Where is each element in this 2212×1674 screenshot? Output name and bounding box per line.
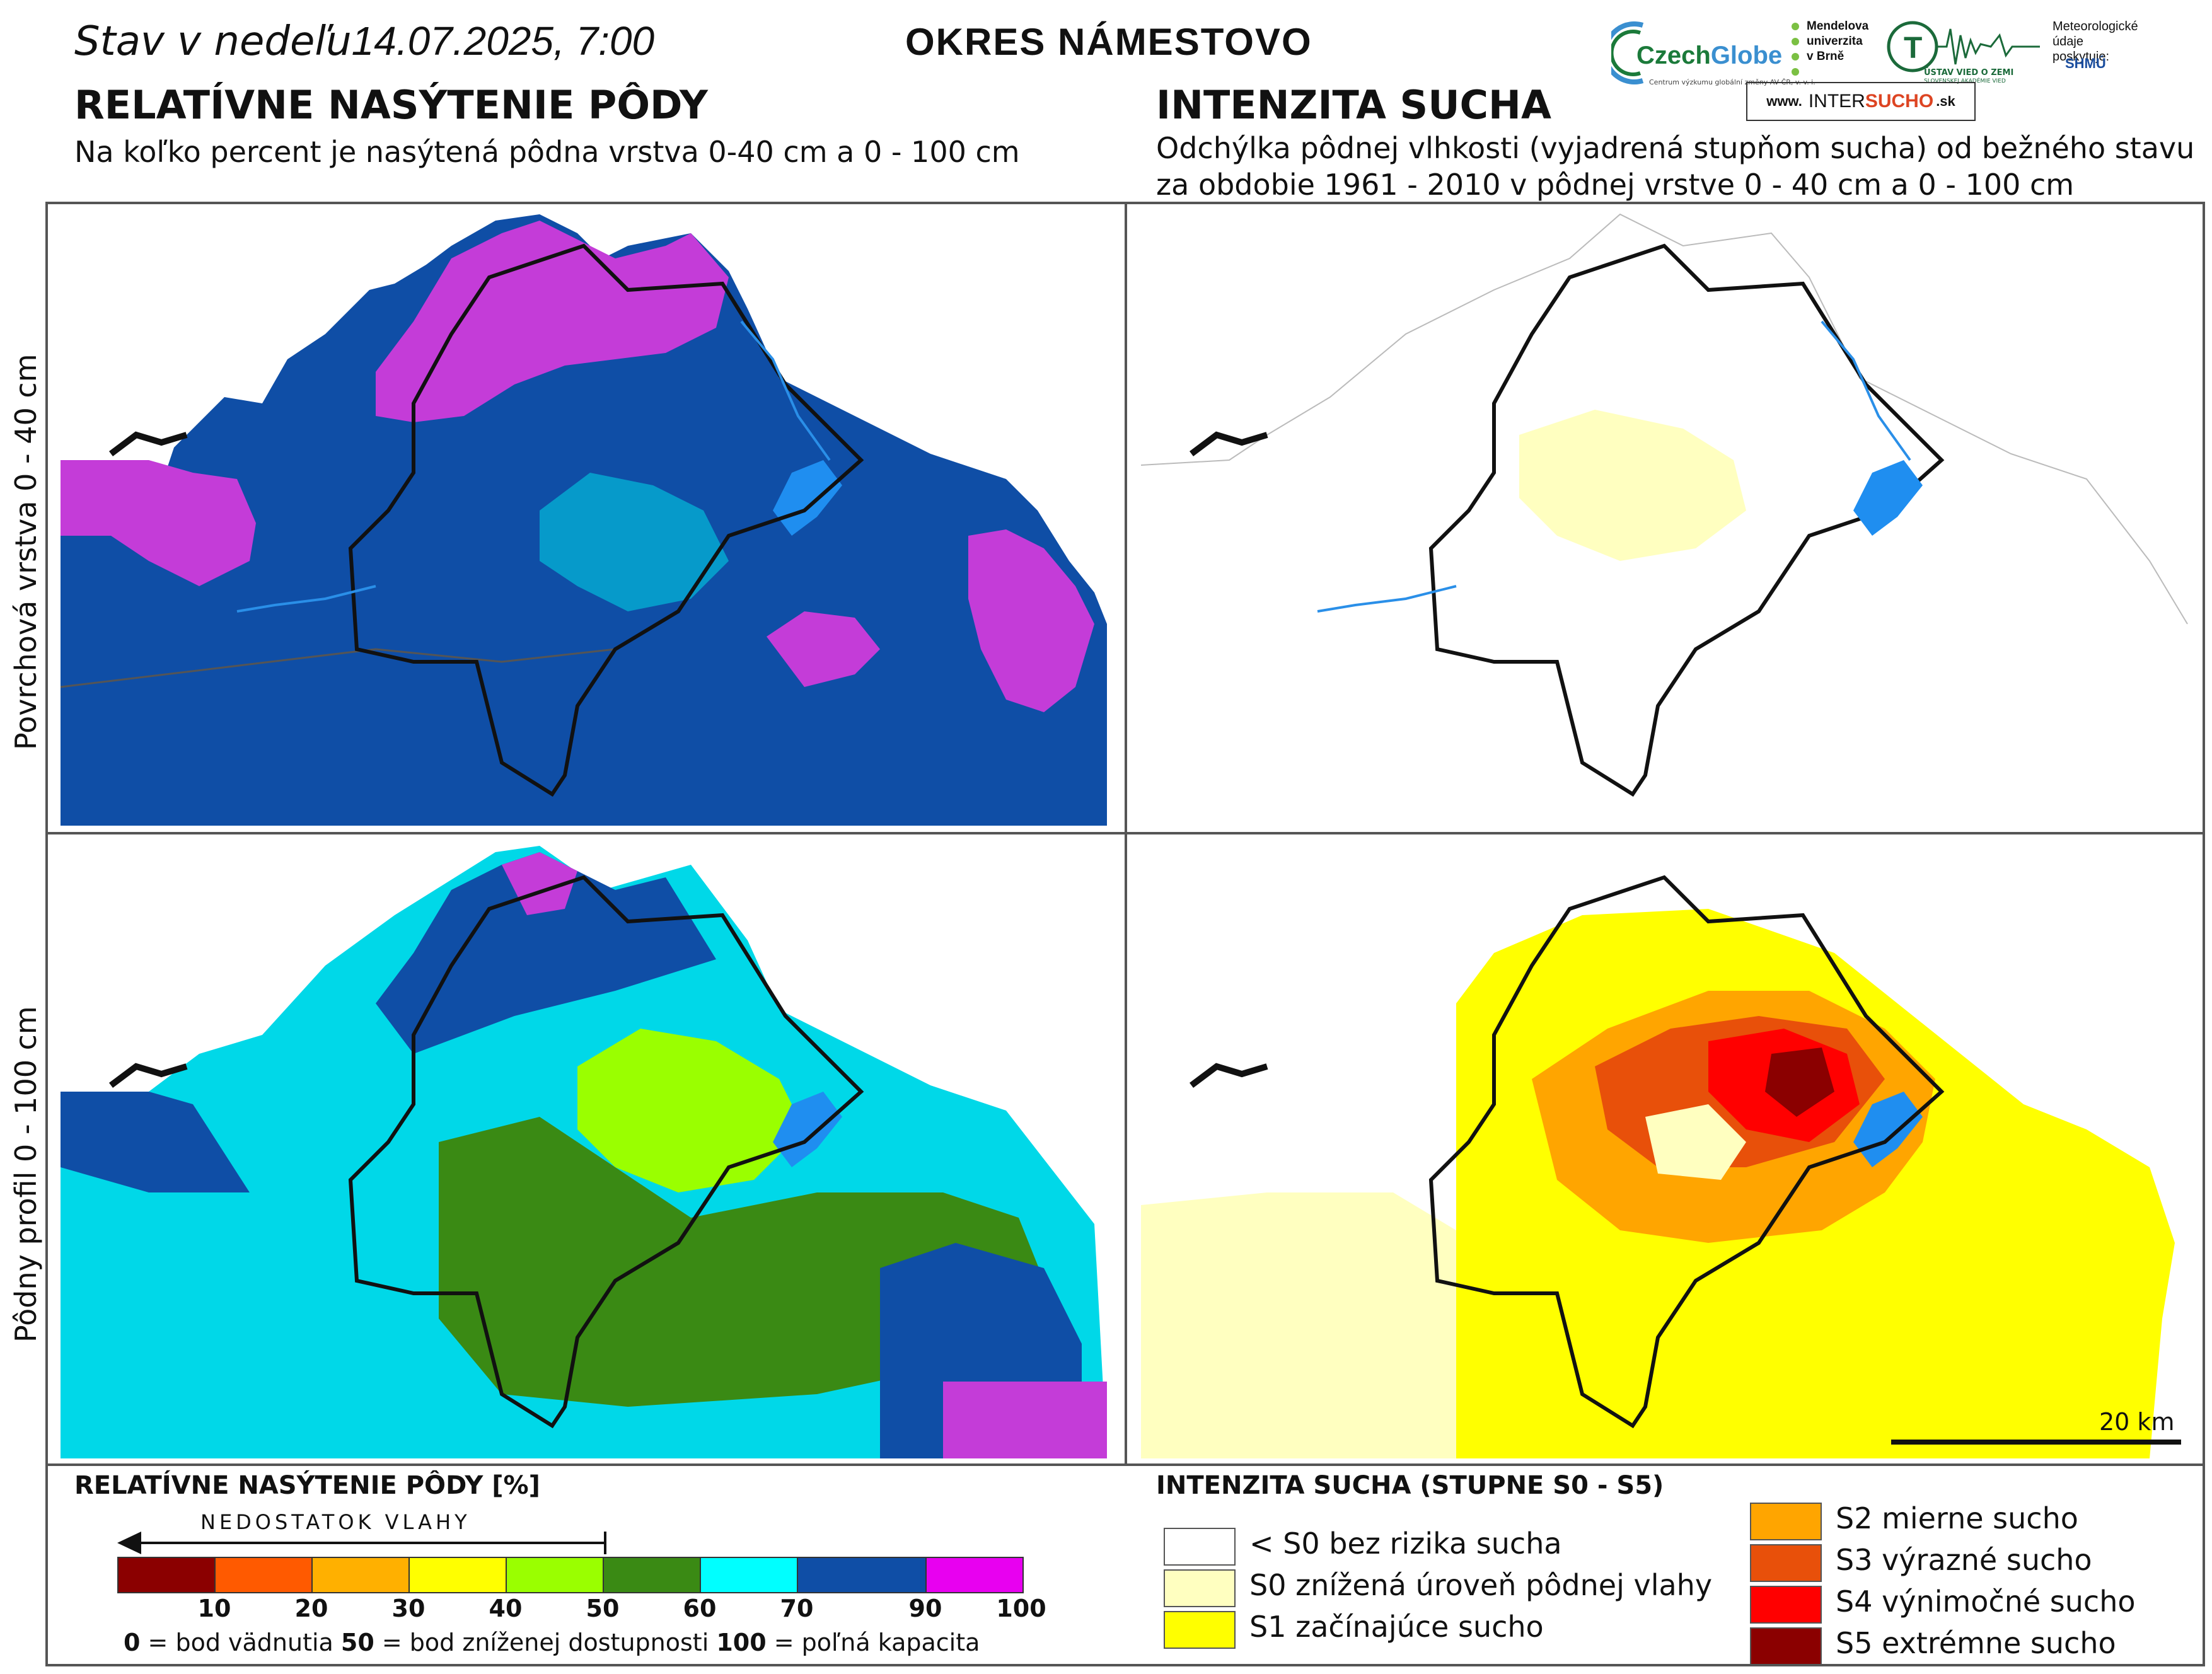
ramp-segment <box>507 1558 604 1592</box>
intersucho-www: www. <box>1766 93 1802 109</box>
legend-saturation-title: RELATÍVNE NASÝTENIE PÔDY [%] <box>74 1471 540 1500</box>
drought-legend-label: < S0 bez rizika sucha <box>1249 1527 1562 1561</box>
drought-swatch <box>1750 1544 1822 1582</box>
right-subtitle-line2: za obdobie 1961 - 2010 v pôdnej vrstve 0… <box>1156 168 2075 202</box>
intersucho-sk: .sk <box>1936 93 1955 109</box>
partner-logos: CzechGlobe Centrum výzkumu globální změn… <box>1611 10 2138 124</box>
left-panel-subtitle: Na koľko percent je nasýtená pôdna vrstv… <box>74 135 1020 169</box>
row-label-profile: Pôdny profil 0 - 100 cm <box>9 1006 43 1342</box>
shmu-logo: SHMÚ <box>2065 55 2106 71</box>
left-panel-title: RELATÍVNE NASÝTENIE PÔDY <box>74 82 708 128</box>
deficit-arrow-line <box>139 1542 605 1544</box>
ramp-segment <box>119 1558 216 1592</box>
meteo-line2: údaje <box>2053 35 2083 49</box>
drought-legend-label: S3 výrazné sucho <box>1836 1543 2092 1577</box>
ramp-segment <box>701 1558 798 1592</box>
map-saturation-0-40 <box>61 208 1107 826</box>
scale-label: 20 km <box>2099 1408 2175 1436</box>
ramp-tick-label: 20 <box>294 1595 328 1622</box>
drought-legend-label: S5 extrémne sucho <box>1836 1626 2116 1660</box>
ramp-tick-label: 10 <box>197 1595 231 1622</box>
scale-bar <box>1891 1440 2181 1445</box>
ramp-tick-label: 100 <box>996 1595 1046 1622</box>
mendel-line1: Mendelova <box>1807 20 1869 33</box>
globe-icon <box>1611 21 1644 84</box>
ramp-segment <box>798 1558 927 1592</box>
deficit-arrow-icon <box>117 1532 141 1554</box>
ramp-tick-label: 90 <box>908 1595 942 1622</box>
drought-legend-label: S4 výnimočné sucho <box>1836 1585 2136 1619</box>
date-value: 14.07.2025, 7:00 <box>351 18 655 64</box>
drought-swatch <box>1164 1569 1236 1607</box>
mendel-line2: univerzita <box>1807 35 1863 48</box>
intersucho-sucho: SUCHO <box>1865 91 1934 112</box>
deficit-arrow-tick <box>604 1532 606 1554</box>
drought-swatch <box>1164 1611 1236 1649</box>
ustav-line2: SLOVENSKEJ AKADÉMIE VIED <box>1924 78 2006 84</box>
drought-swatch <box>1750 1627 1822 1665</box>
deficit-label: NEDOSTATOK VLAHY <box>200 1510 471 1534</box>
map-drought-0-40 <box>1141 208 2194 826</box>
mendel-logo: Mendelova univerzita v Brně <box>1792 19 1873 88</box>
ramp-segment <box>216 1558 313 1592</box>
row-label-surface: Povrchová vrstva 0 - 40 cm <box>9 354 43 750</box>
district-title: OKRES NÁMESTOVO <box>905 21 1312 63</box>
map-drought-0-100 <box>1141 840 2194 1458</box>
legend-drought-title: INTENZITA SUCHA (STUPNE S0 - S5) <box>1156 1471 1664 1500</box>
meteo-line1: Meteorologické <box>2053 20 2138 33</box>
ramp-segment <box>410 1558 507 1592</box>
right-panel-title: INTENZITA SUCHA <box>1156 82 1551 128</box>
map-saturation-0-100 <box>61 840 1107 1458</box>
ustav-line1: ÚSTAV VIED O ZEMI <box>1924 68 2014 78</box>
mendel-line3: v Brně <box>1807 50 1844 63</box>
intersucho-inter: INTER <box>1808 91 1865 112</box>
date-prefix: Stav v nedeľu <box>74 18 352 65</box>
svg-text:T: T <box>1904 32 1922 65</box>
ramp-segment <box>313 1558 410 1592</box>
ramp-tick-label: 30 <box>391 1595 426 1622</box>
drought-legend-label: S1 začínajúce sucho <box>1249 1610 1544 1644</box>
meteo-line3: poskytuje: <box>2053 50 2110 64</box>
ramp-tick-label: 70 <box>780 1595 814 1622</box>
intersucho-logo[interactable]: www. INTER SUCHO .sk <box>1746 82 1976 121</box>
czechglobe-logo: CzechGlobe Centrum výzkumu globální změn… <box>1611 16 1815 92</box>
ramp-tick-label: 50 <box>586 1595 620 1622</box>
saturation-note: 0 = bod vädnutia 50 = bod zníženej dostu… <box>124 1629 980 1656</box>
legend-divider <box>45 1463 2205 1466</box>
panel-divider-horizontal <box>45 832 2205 834</box>
drought-legend-label: S2 mierne sucho <box>1836 1501 2078 1535</box>
drought-legend-label: S0 znížená úroveň pôdnej vlahy <box>1249 1568 1713 1602</box>
seismograph-icon: T <box>1887 21 2040 72</box>
ramp-tick-label: 60 <box>683 1595 717 1622</box>
mendel-dots-icon <box>1792 23 1799 76</box>
saturation-color-ramp <box>117 1557 1024 1593</box>
ramp-segment <box>604 1558 701 1592</box>
right-subtitle-line1: Odchýlka pôdnej vlhkosti (vyjadrená stup… <box>1156 131 2195 165</box>
meteo-provider: Meteorologické údaje poskytuje: <box>2053 19 2138 64</box>
drought-swatch <box>1164 1528 1236 1566</box>
czechglobe-subtext: Centrum výzkumu globální změny AV ČR, v.… <box>1649 78 1815 86</box>
right-panel-subtitle: Odchýlka pôdnej vlhkosti (vyjadrená stup… <box>1156 130 2194 203</box>
czechglobe-text: CzechGlobe <box>1636 42 1783 69</box>
ramp-tick-label: 40 <box>489 1595 523 1622</box>
drought-swatch <box>1750 1503 1822 1540</box>
ramp-segment <box>927 1558 1022 1592</box>
report-date: Stav v nedeľu14.07.2025, 7:00 <box>74 18 654 65</box>
drought-swatch <box>1750 1586 1822 1624</box>
ustav-logo: T ÚSTAV VIED O ZEMI SLOVENSKEJ AKADÉMIE … <box>1886 16 2044 92</box>
